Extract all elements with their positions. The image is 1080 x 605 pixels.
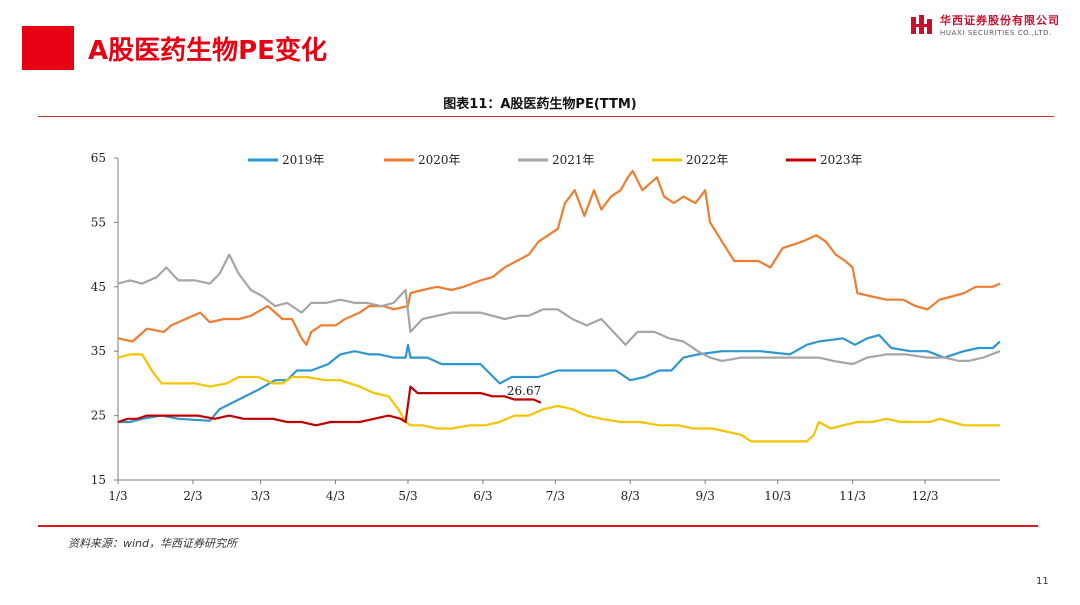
- x-tick-label: 6/3: [473, 489, 492, 503]
- legend-label: 2019年: [282, 153, 325, 167]
- x-tick-label: 12/3: [912, 489, 939, 503]
- x-tick-label: 8/3: [621, 489, 640, 503]
- page-title: A股医药生物PE变化: [88, 36, 327, 66]
- legend-label: 2022年: [686, 153, 729, 167]
- x-tick-label: 9/3: [696, 489, 715, 503]
- y-tick-label: 35: [91, 344, 106, 358]
- source-note: 资料来源：wind，华西证券研究所: [68, 537, 238, 550]
- title-accent-block: [22, 26, 74, 70]
- series-line-5: [117, 385, 542, 427]
- y-tick-label: 15: [91, 473, 106, 487]
- series-line-4: [117, 353, 1000, 443]
- huaxi-logo-icon: [911, 14, 932, 34]
- series-line-1: [118, 334, 1001, 424]
- page-number: 11: [1036, 576, 1049, 587]
- logo-english-name: HUAXI SECURITIES CO.,LTD.: [940, 29, 1052, 37]
- legend-label: 2023年: [820, 153, 863, 167]
- x-tick-label: 4/3: [326, 489, 345, 503]
- logo-chinese-name: 华西证券股份有限公司: [940, 14, 1060, 27]
- x-tick-label: 7/3: [546, 489, 565, 503]
- title-divider: [38, 116, 1054, 117]
- x-tick-label: 3/3: [251, 489, 270, 503]
- y-tick-label: 65: [91, 151, 106, 165]
- legend-label: 2021年: [552, 153, 595, 167]
- y-tick-label: 45: [91, 280, 106, 294]
- x-tick-label: 1/3: [108, 489, 127, 503]
- x-tick-label: 2/3: [183, 489, 202, 503]
- x-tick-label: 10/3: [764, 489, 791, 503]
- footer-divider: [38, 525, 1038, 527]
- x-tick-label: 11/3: [839, 489, 866, 503]
- series-line-2: [117, 169, 1001, 346]
- x-tick-label: 5/3: [398, 489, 417, 503]
- data-label: 26.67: [507, 384, 541, 398]
- chart-title: 图表11：A股医药生物PE(TTM): [443, 97, 637, 112]
- series-line-3: [117, 253, 1001, 366]
- y-tick-label: 25: [91, 409, 106, 423]
- legend-label: 2020年: [418, 153, 461, 167]
- y-tick-label: 55: [91, 215, 106, 229]
- company-logo: 华西证券股份有限公司 HUAXI SECURITIES CO.,LTD.: [910, 12, 1060, 37]
